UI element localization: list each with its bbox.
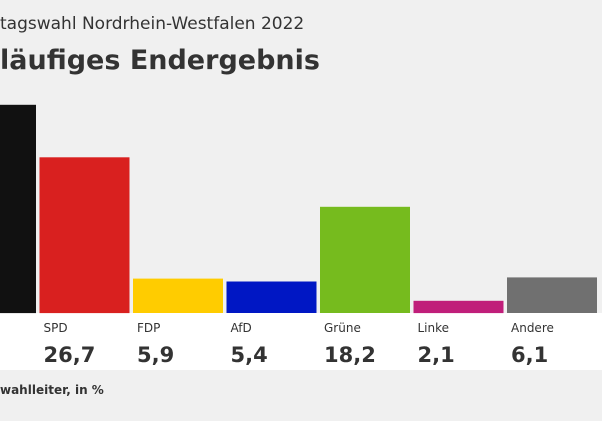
category-label: Linke (418, 321, 450, 335)
bar-spd (39, 157, 130, 314)
bar-fdp (133, 278, 223, 313)
bar-linke (413, 300, 504, 314)
category-label: AfD (231, 321, 252, 335)
chart-subtitle: tagswahl Nordrhein-Westfalen 2022 (0, 14, 305, 34)
value-label: 5,4 (231, 343, 268, 367)
value-label: 2,1 (418, 343, 455, 367)
bar-grüne (320, 206, 410, 313)
bar-andere (507, 277, 597, 313)
value-label: 26,7 (44, 343, 96, 367)
category-label: Grüne (324, 321, 361, 335)
category-label: Andere (511, 321, 554, 335)
bar-cut-off (0, 104, 36, 314)
category-label: FDP (137, 321, 160, 335)
label-strip (0, 313, 602, 370)
chart-title: läufiges Endergebnis (0, 45, 320, 76)
value-label: 6,1 (511, 343, 548, 367)
value-label: 5,9 (137, 343, 174, 367)
source-note: wahlleiter, in % (0, 383, 104, 397)
bar-afd (226, 281, 317, 313)
value-label: 18,2 (324, 343, 376, 367)
category-label: SPD (44, 321, 68, 335)
